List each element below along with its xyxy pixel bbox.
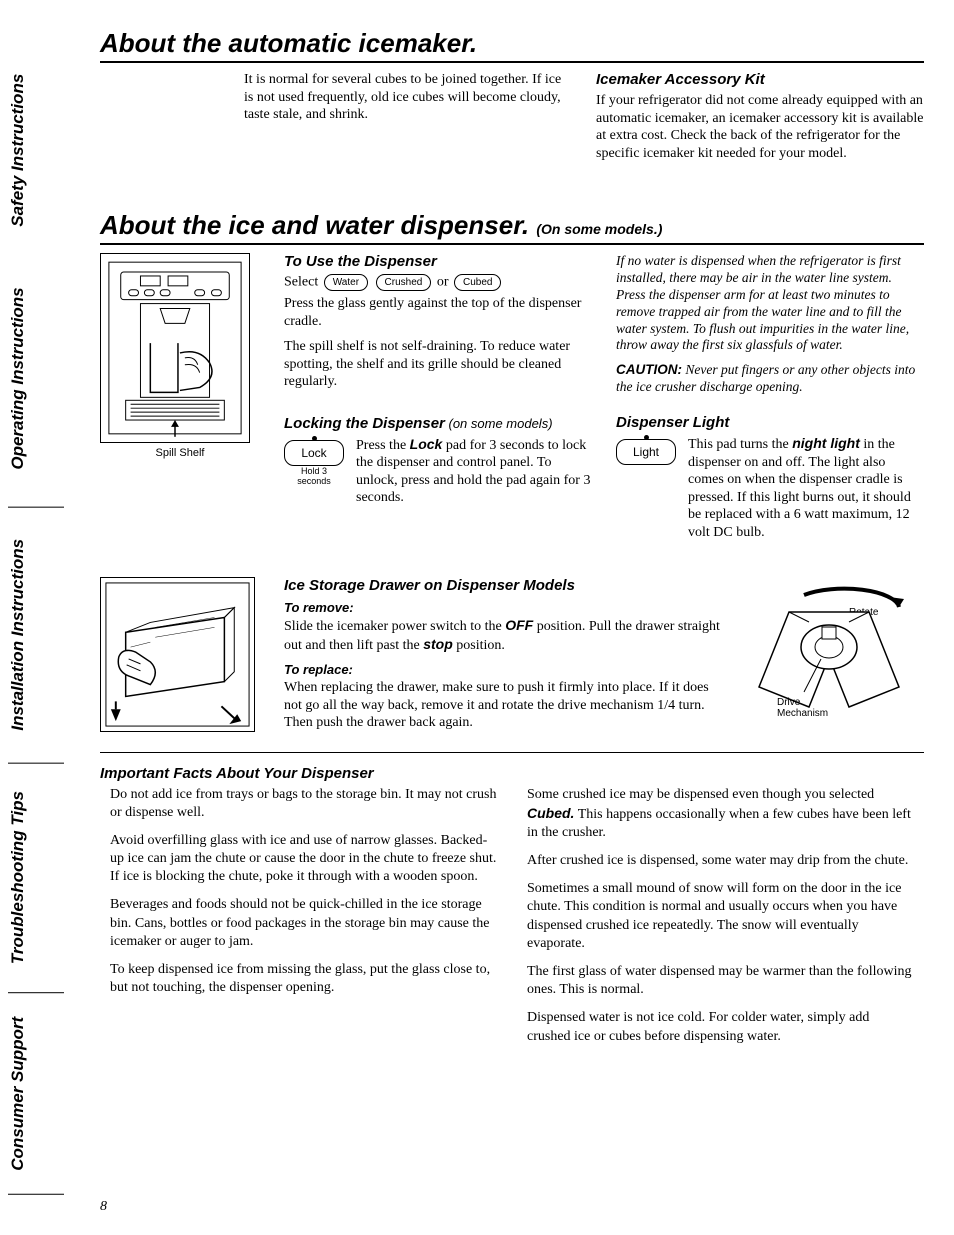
heading-dispenser: About the ice and water dispenser. (On s… bbox=[100, 210, 924, 245]
remove-body: Slide the icemaker power switch to the O… bbox=[284, 617, 725, 654]
light-heading: Dispenser Light bbox=[616, 414, 924, 431]
kit-body: If your refrigerator did not come alread… bbox=[596, 92, 924, 162]
use-p2: The spill shelf is not self-draining. To… bbox=[284, 338, 592, 391]
h-main: About the ice and water dispenser. bbox=[100, 210, 529, 240]
spill-shelf-label: Spill Shelf bbox=[100, 447, 260, 459]
page-content: About the automatic icemaker. It is norm… bbox=[100, 28, 924, 1215]
fact-l4: To keep dispensed ice from missing the g… bbox=[110, 961, 497, 997]
heading-icemaker: About the automatic icemaker. bbox=[100, 28, 924, 63]
light-button-figure: Light bbox=[616, 435, 676, 549]
ice-drawer-figure bbox=[100, 577, 255, 732]
or-word: or bbox=[437, 275, 449, 290]
page-number: 8 bbox=[100, 1199, 107, 1215]
select-word: Select bbox=[284, 275, 318, 290]
fact-l3: Beverages and foods should not be quick-… bbox=[110, 896, 497, 951]
water-note: If no water is dispensed when the refrig… bbox=[616, 253, 924, 354]
facts-left: Do not add ice from trays or bags to the… bbox=[110, 786, 497, 1056]
lock-heading: Locking the Dispenser (on some models) bbox=[284, 415, 592, 432]
storage-heading: Ice Storage Drawer on Dispenser Models bbox=[284, 577, 725, 594]
h-sub: (On some models.) bbox=[536, 221, 662, 237]
col-figure3: Rotate Drive Mechanism bbox=[749, 577, 924, 740]
replace-body: When replacing the drawer, make sure to … bbox=[284, 679, 725, 732]
tab-support: Consumer Support bbox=[8, 993, 64, 1195]
tab-operating: Operating Instructions bbox=[8, 251, 64, 508]
tab-safety: Safety Instructions bbox=[8, 50, 64, 251]
replace-heading: To replace: bbox=[284, 662, 725, 677]
crushed-button: Crushed bbox=[376, 274, 432, 291]
fact-l2: Avoid overfilling glass with ice and use… bbox=[110, 832, 497, 887]
col-notes: If no water is dispensed when the refrig… bbox=[616, 253, 924, 549]
svg-text:Drive: Drive bbox=[777, 697, 801, 708]
drive-mechanism-figure: Rotate Drive Mechanism bbox=[749, 577, 914, 727]
dispenser-figure bbox=[100, 253, 250, 443]
col-storage: Ice Storage Drawer on Dispenser Models T… bbox=[284, 577, 725, 740]
fact-r5: Dispensed water is not ice cold. For col… bbox=[527, 1009, 914, 1045]
divider bbox=[100, 752, 924, 753]
cubed-button: Cubed bbox=[454, 274, 501, 291]
lock-body: Press the Lock pad for 3 seconds to lock… bbox=[356, 436, 592, 507]
tab-installation: Installation Instructions bbox=[8, 507, 64, 764]
select-row: Select Water Crushed or Cubed bbox=[284, 274, 592, 291]
fact-r1: Some crushed ice may be dispensed even t… bbox=[527, 786, 914, 843]
fact-r3: Sometimes a small mound of snow will for… bbox=[527, 880, 914, 953]
side-tabs: Safety Instructions Operating Instructio… bbox=[8, 50, 64, 1195]
kit-heading: Icemaker Accessory Kit bbox=[596, 71, 924, 88]
fact-l1: Do not add ice from trays or bags to the… bbox=[110, 786, 497, 822]
col-intro: It is normal for several cubes to be joi… bbox=[244, 71, 572, 170]
col-use: To Use the Dispenser Select Water Crushe… bbox=[284, 253, 592, 549]
use-heading: To Use the Dispenser bbox=[284, 253, 592, 270]
col-figure1: Spill Shelf bbox=[100, 253, 260, 549]
facts-heading: Important Facts About Your Dispenser bbox=[100, 765, 924, 782]
light-body: This pad turns the night light in the di… bbox=[688, 435, 924, 541]
fact-r2: After crushed ice is dispensed, some wat… bbox=[527, 852, 914, 870]
facts-right: Some crushed ice may be dispensed even t… bbox=[527, 786, 914, 1056]
col-figure2 bbox=[100, 577, 260, 740]
intro-text: It is normal for several cubes to be joi… bbox=[244, 71, 572, 124]
lock-button-figure: Lock Hold 3 seconds bbox=[284, 436, 344, 515]
water-button: Water bbox=[324, 274, 368, 291]
tab-troubleshooting: Troubleshooting Tips bbox=[8, 764, 64, 993]
caution-note: CAUTION: Never put fingers or any other … bbox=[616, 362, 924, 396]
svg-text:Mechanism: Mechanism bbox=[777, 708, 828, 719]
use-p1: Press the glass gently against the top o… bbox=[284, 295, 592, 330]
remove-heading: To remove: bbox=[284, 600, 725, 615]
fact-r4: The first glass of water dispensed may b… bbox=[527, 963, 914, 999]
col-kit: Icemaker Accessory Kit If your refrigera… bbox=[596, 71, 924, 170]
spacer bbox=[100, 71, 220, 170]
